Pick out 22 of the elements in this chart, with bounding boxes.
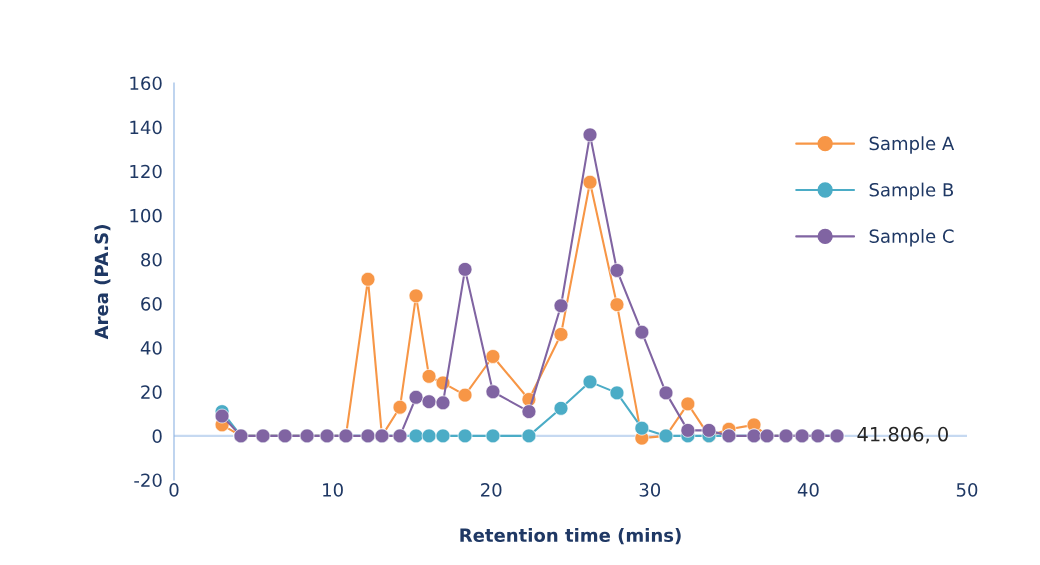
y-tick-label: -20: [134, 473, 162, 488]
x-tick-label: 50: [956, 483, 978, 497]
y-tick-label: 60: [141, 297, 162, 311]
x-tick-label: 30: [639, 483, 661, 497]
y-tick-label: 40: [140, 341, 162, 355]
y-tick-label: 120: [130, 164, 162, 179]
legend-label: Sample B: [869, 182, 954, 201]
annotation: 41.806, 0: [857, 426, 948, 444]
y-tick-label: 160: [130, 76, 162, 91]
x-axis-title: Retention time (mins): [460, 528, 681, 545]
y-tick-label: 20: [141, 385, 162, 399]
x-tick-label: 20: [481, 483, 502, 497]
y-tick-label: 0: [152, 429, 162, 444]
y-tick-label: 140: [130, 120, 162, 135]
y-tick-label: 100: [130, 208, 162, 223]
y-tick-label: 80: [141, 252, 162, 267]
legend-label: Sample A: [869, 136, 955, 154]
legend-label: Sample C: [869, 228, 954, 247]
x-tick-label: 0: [169, 483, 179, 497]
x-tick-label: 10: [323, 483, 343, 497]
x-tick-label: 40: [797, 483, 819, 497]
y-axis-title: Area (PA.S): [94, 225, 111, 340]
